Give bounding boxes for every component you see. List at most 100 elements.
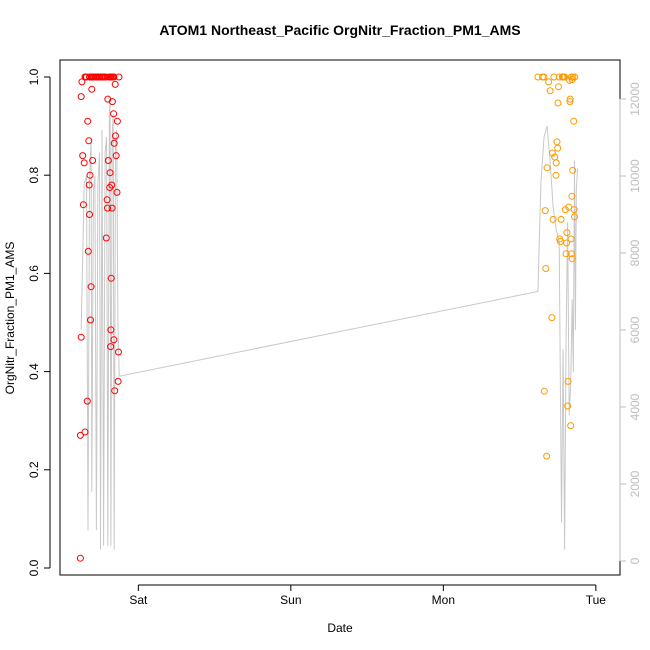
data-point-series2 (566, 95, 574, 103)
data-point-series1 (108, 98, 116, 106)
data-point-series1 (109, 73, 117, 81)
data-point-series2 (567, 235, 575, 243)
data-point-series2 (553, 138, 561, 146)
plot-frame (59, 59, 621, 576)
data-point-series1 (111, 387, 119, 395)
y-tick-label: 1.0 (27, 68, 41, 85)
data-point-series2 (570, 206, 578, 214)
data-point-series1 (107, 326, 115, 334)
data-point-series1 (112, 132, 119, 140)
data-point-series2 (549, 215, 557, 223)
x-axis-label: Date (327, 621, 353, 635)
data-point-series2 (565, 203, 573, 211)
data-point-series2 (561, 73, 569, 81)
y-tick-label: 0.4 (27, 363, 41, 380)
data-point-series1 (107, 343, 115, 351)
data-point-series1 (81, 428, 89, 436)
data-point-series1 (99, 73, 106, 81)
data-point-series1 (76, 431, 84, 439)
data-point-series2 (555, 73, 563, 81)
data-point-series1 (87, 283, 95, 291)
y-tick-label: 0.6 (27, 265, 41, 282)
data-point-series2 (548, 149, 556, 157)
data-point-series2 (542, 265, 550, 272)
data-point-series1 (85, 181, 93, 189)
right-tick-label: 2000 (628, 470, 642, 497)
data-point-series1 (85, 137, 93, 145)
data-point-series2 (567, 422, 575, 430)
data-point-series2 (548, 314, 556, 322)
data-point-series1 (77, 333, 85, 341)
data-point-series1 (84, 247, 92, 255)
data-point-series2 (543, 452, 551, 460)
data-point-series1 (104, 157, 112, 164)
x-tick-label: Tue (586, 593, 607, 607)
y-tick-label: 0.8 (27, 167, 41, 184)
data-point-series1 (113, 188, 121, 196)
axes-layer: 0.0 0.2 0.4 0.6 0.8 1.0 Sat Sun Mon Tue 0 2000 4000 6… (27, 68, 642, 607)
data-point-series2 (567, 250, 575, 258)
right-tick-label: 4000 (628, 393, 642, 420)
line-series (80, 98, 578, 550)
data-point-series1 (89, 73, 97, 81)
data-point-series1 (78, 78, 86, 86)
data-point-series2 (545, 78, 553, 86)
data-point-series2 (552, 171, 560, 179)
data-point-series2 (552, 159, 560, 167)
data-point-series1 (111, 80, 119, 88)
data-point-series1 (102, 234, 110, 242)
data-point-series1 (106, 73, 114, 81)
data-point-series1 (110, 110, 118, 118)
data-point-series1 (79, 201, 87, 209)
data-point-series2 (554, 144, 562, 152)
line-series-layer (80, 98, 578, 550)
data-point-series2 (557, 215, 565, 223)
x-tick-label: Sat (129, 593, 148, 607)
data-point-series2 (550, 73, 558, 81)
right-tick-label: 0 (628, 557, 642, 564)
data-point-series1 (89, 157, 97, 164)
data-point-series1 (106, 169, 114, 177)
data-point-series2 (569, 166, 577, 174)
y-tick-label: 0.2 (27, 461, 41, 478)
data-point-series2 (568, 192, 576, 200)
data-point-series1 (104, 204, 111, 212)
data-point-series2 (571, 213, 578, 221)
data-point-series1 (86, 211, 93, 218)
data-point-series1 (86, 73, 93, 81)
data-point-series1 (103, 196, 111, 204)
data-point-series1 (82, 73, 90, 81)
data-point-series2 (543, 164, 551, 172)
y-axis-label: OrgNitr_Fraction_PM1_AMS (3, 242, 17, 395)
data-point-series1 (79, 152, 87, 160)
x-tick-label: Mon (432, 593, 455, 607)
x-tick-label: Sun (280, 593, 301, 607)
data-point-series1 (114, 377, 122, 385)
right-tick-label: 8000 (628, 239, 642, 266)
data-point-series1 (113, 117, 121, 125)
data-point-series1 (83, 397, 91, 405)
data-point-series1 (108, 181, 116, 189)
data-point-series1 (112, 152, 120, 160)
chart-title: ATOM1 Northeast_Pacific OrgNitr_Fraction… (159, 22, 520, 38)
data-point-series1 (80, 159, 88, 167)
data-point-series1 (107, 274, 115, 282)
right-tick-label: 6000 (628, 316, 642, 343)
data-point-series2 (564, 377, 572, 385)
data-point-series2 (546, 87, 554, 95)
data-point-series2 (568, 76, 576, 83)
data-point-series1 (115, 348, 122, 356)
data-point-series1 (84, 117, 92, 125)
data-point-series1 (86, 171, 94, 179)
right-tick-label: 10000 (628, 159, 642, 193)
data-point-series1 (110, 336, 118, 344)
y-tick-label: 0.0 (27, 559, 41, 576)
data-point-series2 (563, 239, 571, 247)
data-point-series2 (563, 229, 571, 237)
data-point-series1 (110, 139, 118, 147)
data-point-series2 (566, 98, 574, 106)
data-point-series2 (541, 207, 549, 215)
data-point-series2 (554, 99, 562, 107)
data-point-series1 (76, 554, 84, 562)
data-point-series1 (87, 316, 94, 324)
